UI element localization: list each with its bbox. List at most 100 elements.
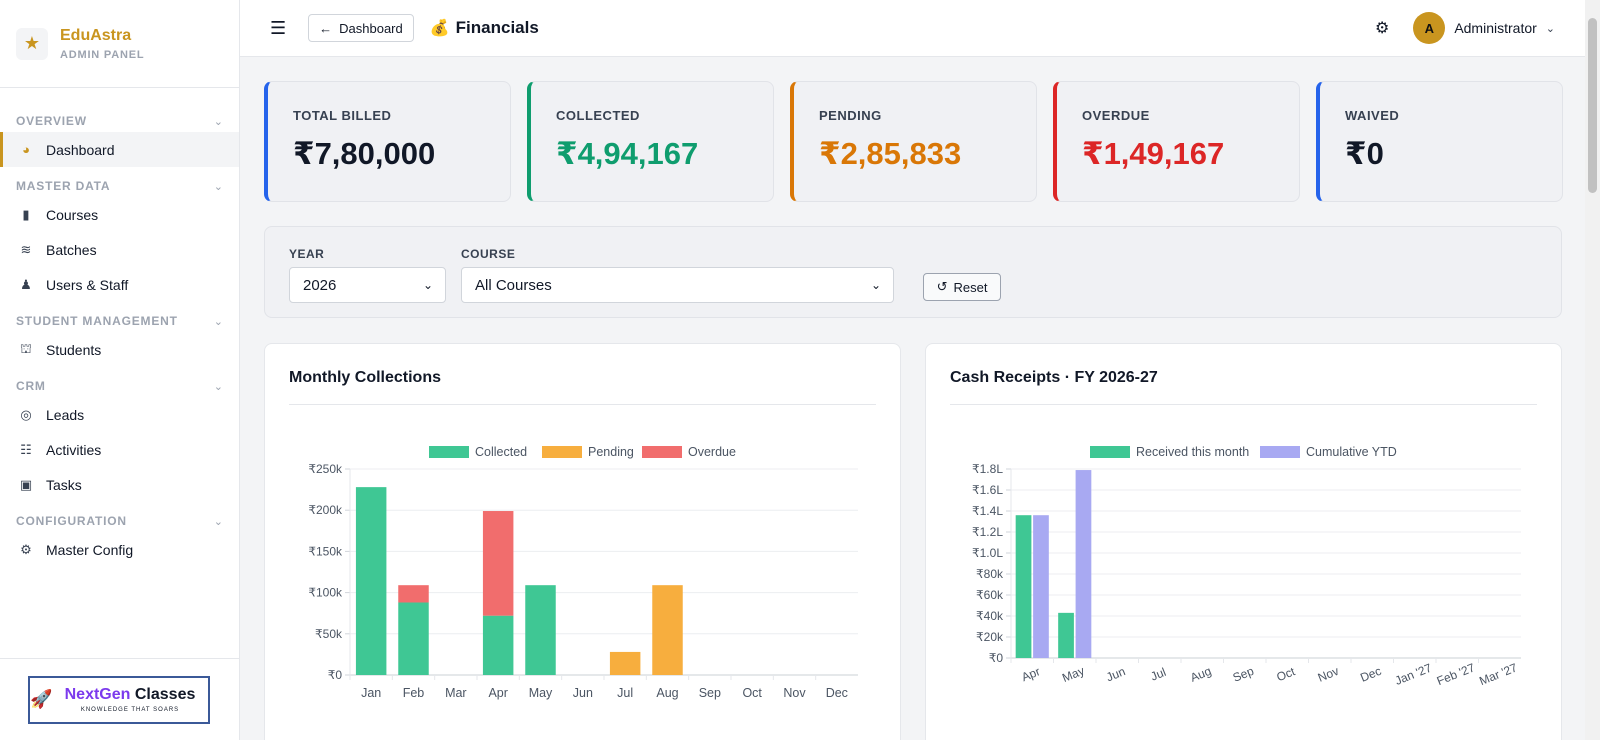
kpi-card-overdue: OVERDUE ₹1,49,167 — [1053, 81, 1300, 202]
legend-swatch[interactable] — [1260, 446, 1300, 458]
kpi-card-waived: WAIVED ₹0 — [1316, 81, 1563, 202]
avatar[interactable]: A — [1413, 12, 1446, 44]
y-tick-label: ₹150k — [308, 544, 343, 558]
bar-overdue-apr[interactable] — [482, 511, 514, 616]
y-tick-label: ₹100k — [308, 586, 343, 600]
legend-swatch[interactable] — [642, 446, 682, 458]
sidebar-item-label: Courses — [46, 206, 99, 223]
settings-gear-icon[interactable]: ⚙ — [1374, 20, 1390, 37]
brand: ★ EduAstra ADMIN PANEL — [0, 0, 239, 88]
book-icon: ▮ — [22, 206, 30, 222]
sidebar-item-tasks[interactable]: ▣ Tasks — [0, 467, 239, 502]
monthly-collections-panel: Monthly Collections Collected Pending Over… — [264, 343, 901, 740]
bar-pending-jul[interactable] — [609, 651, 641, 675]
bar-received-this-month-may[interactable] — [1058, 612, 1074, 658]
x-tick-label: Mar — [445, 686, 467, 700]
brand-subtitle: ADMIN PANEL — [60, 48, 145, 61]
nav-section-overview[interactable]: OVERVIEW ⌄ — [0, 110, 239, 132]
reset-button[interactable]: ↺ Reset — [923, 273, 1001, 301]
promo-tagline: KNOWLEDGE THAT SOARS — [80, 707, 180, 713]
rocket-icon: 🚀 — [30, 689, 53, 709]
star-icon: ★ — [16, 27, 48, 60]
legend-label[interactable]: Received this month — [1136, 445, 1249, 459]
kpi-value: ₹0 — [1345, 136, 1384, 171]
nav-section-student-management[interactable]: STUDENT MANAGEMENT ⌄ — [0, 310, 239, 332]
course-select[interactable]: All Courses ⌄ — [461, 267, 894, 303]
legend-swatch[interactable] — [429, 446, 469, 458]
bar-collected-apr[interactable] — [482, 615, 514, 675]
sidebar-item-master-config[interactable]: ⚙ Master Config — [0, 532, 239, 567]
y-tick-label: ₹1.6L — [972, 483, 1003, 497]
chevron-down-icon: ⌄ — [213, 515, 223, 528]
sidebar-item-activities[interactable]: ☷ Activities — [0, 432, 239, 467]
bar-received-this-month-apr[interactable] — [1015, 515, 1032, 658]
year-select[interactable]: 2026 ⌄ — [289, 267, 446, 303]
nav-section-master-data[interactable]: MASTER DATA ⌄ — [0, 175, 239, 197]
kpi-value: ₹7,80,000 — [293, 136, 436, 171]
monthly-collections-chart: Collected Pending Overdue ₹0 ₹50k ₹100k ₹150k ₹… — [308, 445, 858, 700]
sidebar-nav: OVERVIEW ⌄ ◕ Dashboard MASTER DATA ⌄ ▮ Courses ≋… — [0, 88, 239, 567]
sidebar-item-label: Leads — [46, 406, 85, 423]
promo-logo: 🚀 NextGen Classes KNOWLEDGE THAT SOARS — [28, 675, 210, 724]
legend-swatch[interactable] — [1090, 446, 1130, 458]
bar-collected-feb[interactable] — [398, 602, 429, 675]
sidebar-item-dashboard[interactable]: ◕ Dashboard — [0, 132, 239, 167]
x-tick-label: May — [1060, 664, 1086, 685]
scrollbar-thumb[interactable] — [1588, 18, 1597, 193]
nav-section-label: CRM — [16, 379, 46, 393]
nav-section-configuration[interactable]: CONFIGURATION ⌄ — [0, 510, 239, 532]
menu-toggle-icon[interactable]: ☰ — [270, 17, 287, 38]
nav-section-crm[interactable]: CRM ⌄ — [0, 375, 239, 397]
y-tick-label: ₹20k — [976, 630, 1004, 644]
kpi-value: ₹4,94,167 — [556, 136, 699, 171]
back-to-dashboard-button[interactable]: ← Dashboard — [308, 14, 414, 42]
kpi-label: WAIVED — [1345, 108, 1400, 123]
bar-pending-aug[interactable] — [652, 585, 683, 675]
year-label: YEAR — [289, 247, 325, 261]
legend-label[interactable]: Pending — [588, 445, 634, 459]
y-tick-label: ₹1.4L — [972, 504, 1003, 518]
x-tick-label: Apr — [488, 686, 507, 700]
legend-label[interactable]: Overdue — [688, 445, 736, 459]
x-tick-label: Jun — [1104, 664, 1127, 684]
sidebar-item-batches[interactable]: ≋ Batches — [0, 232, 239, 267]
kpi-label: PENDING — [819, 108, 882, 123]
kpi-value: ₹1,49,167 — [1082, 136, 1225, 171]
page-title-text: Financials — [455, 18, 539, 37]
sidebar-item-users-staff[interactable]: ♟ Users & Staff — [0, 267, 239, 302]
sidebar-item-label: Students — [46, 341, 102, 358]
legend-label[interactable]: Collected — [475, 445, 527, 459]
x-tick-label: May — [529, 686, 553, 700]
x-tick-label: Jan — [361, 686, 381, 700]
kpi-card-pending: PENDING ₹2,85,833 — [790, 81, 1037, 202]
nav-section-label: CONFIGURATION — [16, 514, 127, 528]
y-tick-label: ₹1.2L — [972, 525, 1003, 539]
cash-receipts-panel: Cash Receipts · FY 2026-27 Received this… — [925, 343, 1562, 740]
x-tick-label: Aug — [1188, 664, 1213, 685]
bar-cumulative-ytd-apr[interactable] — [1033, 515, 1049, 658]
y-tick-label: ₹40k — [976, 609, 1004, 623]
sidebar-item-courses[interactable]: ▮ Courses — [0, 197, 239, 232]
sidebar-item-label: Users & Staff — [46, 276, 129, 293]
bar-cumulative-ytd-may[interactable] — [1075, 470, 1092, 658]
sidebar-item-label: Tasks — [46, 476, 82, 493]
graduate-icon: ⛫ — [20, 340, 32, 356]
y-tick-label: ₹80k — [976, 567, 1004, 581]
chevron-down-icon: ⌄ — [870, 278, 881, 292]
sidebar-item-students[interactable]: ⛫ Students — [0, 332, 239, 367]
legend-swatch[interactable] — [542, 446, 582, 458]
chevron-down-icon[interactable]: ⌄ — [1545, 22, 1555, 35]
arrow-left-icon: ← — [319, 20, 333, 36]
bar-collected-jan[interactable] — [355, 487, 387, 675]
sidebar-item-label: Master Config — [46, 541, 134, 558]
back-button-label: Dashboard — [339, 20, 403, 36]
scrollbar[interactable] — [1585, 0, 1600, 740]
bar-collected-may[interactable] — [525, 585, 556, 675]
user-name[interactable]: Administrator — [1454, 20, 1537, 36]
bar-overdue-feb[interactable] — [398, 585, 429, 603]
x-tick-label: Oct — [1274, 664, 1297, 684]
x-tick-label: Jan '27 — [1393, 661, 1434, 688]
legend-label[interactable]: Cumulative YTD — [1306, 445, 1397, 459]
list-check-icon: ☷ — [20, 441, 32, 457]
sidebar-item-leads[interactable]: ◎ Leads — [0, 397, 239, 432]
